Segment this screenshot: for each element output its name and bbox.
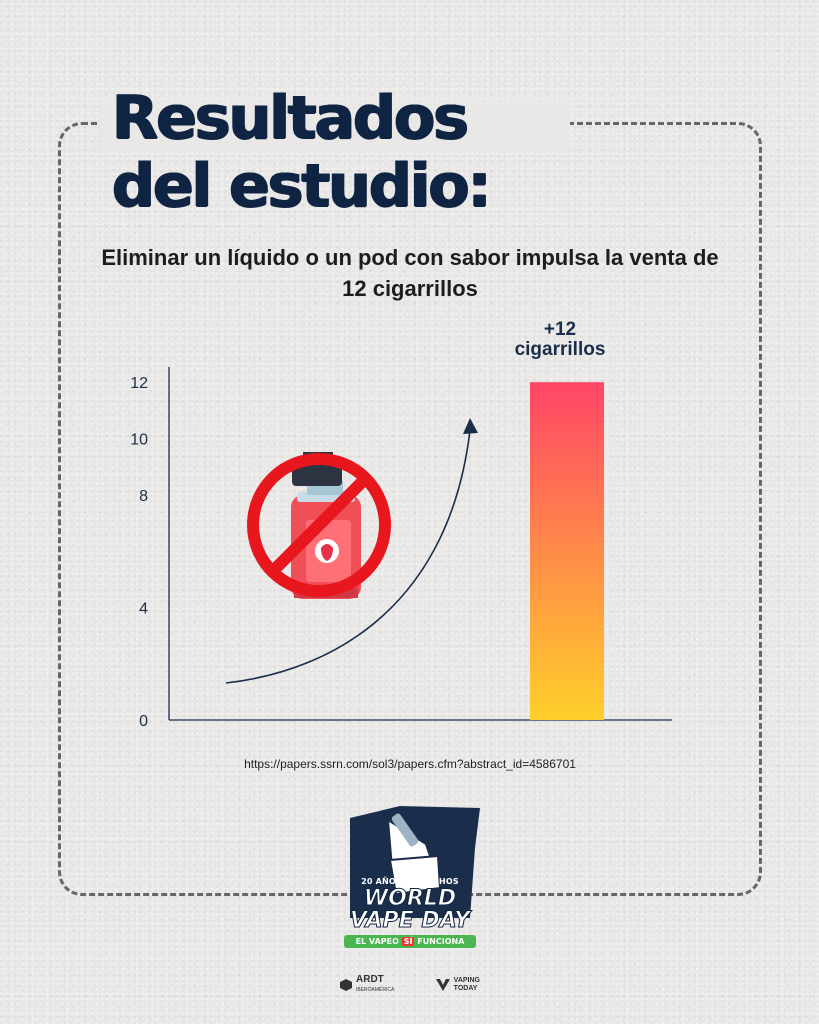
- sponsor-logos: ARDT IBEROAMÉRICA VAPING TODAY: [340, 975, 480, 995]
- source-url[interactable]: https://papers.ssrn.com/sol3/papers.cfm?…: [244, 757, 576, 771]
- ardt-logo: ARDT IBEROAMÉRICA: [340, 975, 394, 995]
- y-tick-label: 4: [139, 600, 148, 617]
- logo-sub-a: EL VAPEO: [355, 937, 402, 946]
- logo-subline: EL VAPEO SÍ FUNCIONA: [344, 935, 476, 948]
- raised-fist-vape-icon: [350, 806, 480, 918]
- y-tick-label: 0: [139, 713, 148, 730]
- logo-vape-day: VAPE DAY: [349, 908, 471, 933]
- bar-annotation: +12 cigarrillos: [514, 319, 606, 360]
- ardt-name: ARDT: [356, 974, 384, 985]
- ardt-sub: IBEROAMÉRICA: [356, 987, 395, 993]
- y-tick-label: 12: [130, 375, 148, 392]
- y-tick-label: 10: [130, 432, 148, 449]
- logo-world: WORLD: [363, 886, 457, 911]
- arrow-head-icon: [463, 418, 478, 434]
- vt-line1: VAPING: [453, 977, 480, 984]
- vt-line2: TODAY: [453, 985, 478, 992]
- logo-sub-si: SÍ: [401, 937, 415, 946]
- world-vape-day-logo: 20 AÑOS DE HECHOS WORLD VAPE DAY EL VAPE…: [340, 877, 480, 948]
- trend-arrow: [225, 429, 471, 684]
- y-tick-labels: 0 4 8 10 12: [130, 375, 148, 730]
- bars: [530, 382, 604, 720]
- title-backdrop: [100, 100, 570, 150]
- vaping-today-logo: VAPING TODAY: [435, 977, 480, 993]
- bar: [530, 382, 604, 720]
- y-tick-label: 8: [139, 488, 148, 505]
- logo-tagline: 20 AÑOS DE HECHOS: [361, 877, 459, 886]
- ardt-hex-icon: [340, 979, 352, 991]
- page-title: Resultados del estudio:: [112, 83, 492, 221]
- logo-sub-c: FUNCIONA: [414, 937, 465, 946]
- subtitle: Eliminar un líquido o un pod con sabor i…: [101, 245, 719, 301]
- vaping-today-v-icon: [435, 979, 450, 991]
- no-flavored-eliquid-icon: [247, 452, 391, 599]
